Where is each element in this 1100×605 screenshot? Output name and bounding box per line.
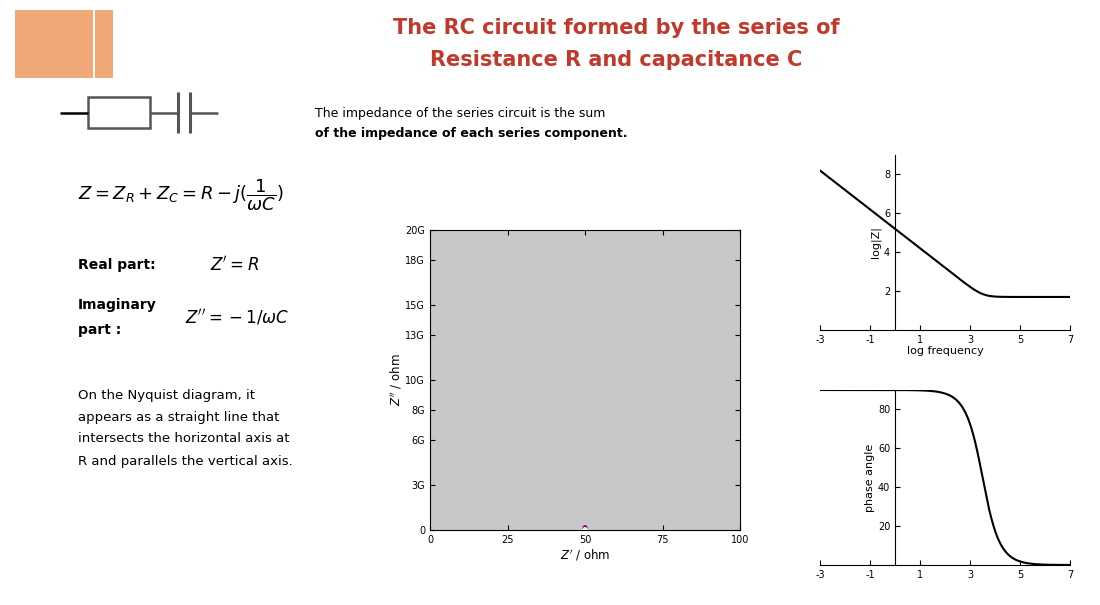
Point	[576, 525, 594, 535]
Point	[576, 525, 594, 535]
Point	[576, 525, 594, 534]
Text: On the Nyquist diagram, it: On the Nyquist diagram, it	[78, 388, 255, 402]
Point	[576, 525, 594, 535]
Y-axis label: $Z''$ / ohm: $Z''$ / ohm	[388, 354, 404, 407]
Point	[576, 525, 594, 535]
Point	[576, 525, 594, 535]
Point	[576, 525, 594, 535]
Point	[576, 525, 594, 535]
Point	[576, 525, 594, 535]
Y-axis label: log|Z|: log|Z|	[870, 226, 881, 258]
Y-axis label: phase angle: phase angle	[865, 443, 874, 512]
Point	[576, 525, 594, 535]
Point	[576, 525, 594, 535]
Point	[576, 525, 594, 535]
Point	[576, 525, 594, 535]
Point	[576, 525, 594, 535]
Point	[576, 525, 594, 535]
Text: $Z'' = -1/\omega C$: $Z'' = -1/\omega C$	[185, 307, 289, 327]
X-axis label: $Z'$ / ohm: $Z'$ / ohm	[560, 548, 610, 563]
Point	[576, 525, 594, 535]
Point	[576, 525, 594, 535]
Point	[576, 525, 594, 535]
Point	[576, 525, 594, 535]
Point	[576, 524, 594, 534]
Point	[576, 525, 594, 535]
Point	[576, 525, 594, 535]
Text: appears as a straight line that: appears as a straight line that	[78, 411, 279, 423]
Point	[576, 525, 594, 535]
Point	[576, 525, 594, 535]
Point	[576, 525, 594, 535]
Point	[576, 525, 594, 535]
X-axis label: log frequency: log frequency	[906, 346, 983, 356]
Point	[576, 525, 594, 535]
Bar	[88, 97, 150, 128]
Point	[576, 525, 594, 535]
Point	[576, 525, 594, 535]
Point	[576, 525, 594, 535]
Point	[576, 525, 594, 535]
Point	[576, 525, 594, 535]
Text: Resistance R and capacitance C: Resistance R and capacitance C	[430, 50, 802, 70]
Point	[576, 525, 594, 535]
Point	[576, 525, 594, 535]
Point	[576, 525, 594, 535]
Text: intersects the horizontal axis at: intersects the horizontal axis at	[78, 433, 289, 445]
Point	[576, 525, 594, 535]
Text: of the impedance of each series component.: of the impedance of each series componen…	[315, 126, 627, 140]
Point	[576, 525, 594, 534]
Point	[576, 525, 594, 535]
Text: Imaginary: Imaginary	[78, 298, 156, 312]
Text: $Z = Z_R + Z_C = R - j(\dfrac{1}{\omega C})$: $Z = Z_R + Z_C = R - j(\dfrac{1}{\omega …	[78, 177, 284, 213]
Point	[576, 525, 594, 535]
Point	[576, 525, 594, 535]
Point	[576, 525, 594, 535]
Text: Real part:: Real part:	[78, 258, 155, 272]
Point	[576, 525, 594, 535]
Text: The impedance of the series circuit is the sum: The impedance of the series circuit is t…	[315, 106, 605, 120]
Text: $Z' = R$: $Z' = R$	[210, 255, 260, 275]
Point	[576, 525, 594, 535]
Text: R and parallels the vertical axis.: R and parallels the vertical axis.	[78, 454, 293, 468]
Point	[576, 525, 594, 535]
Point	[576, 525, 594, 535]
Point	[576, 525, 594, 535]
Point	[576, 523, 594, 533]
Text: The RC circuit formed by the series of: The RC circuit formed by the series of	[393, 18, 839, 38]
Point	[576, 525, 594, 535]
Point	[576, 525, 594, 535]
Point	[576, 525, 594, 535]
Point	[576, 525, 594, 535]
Point	[576, 525, 594, 535]
Point	[576, 525, 594, 534]
Point	[576, 525, 594, 535]
Point	[576, 525, 594, 535]
Point	[576, 525, 594, 535]
Point	[576, 525, 594, 535]
Point	[576, 525, 594, 535]
Point	[576, 523, 594, 532]
Text: part :: part :	[78, 323, 121, 337]
Point	[576, 525, 594, 535]
